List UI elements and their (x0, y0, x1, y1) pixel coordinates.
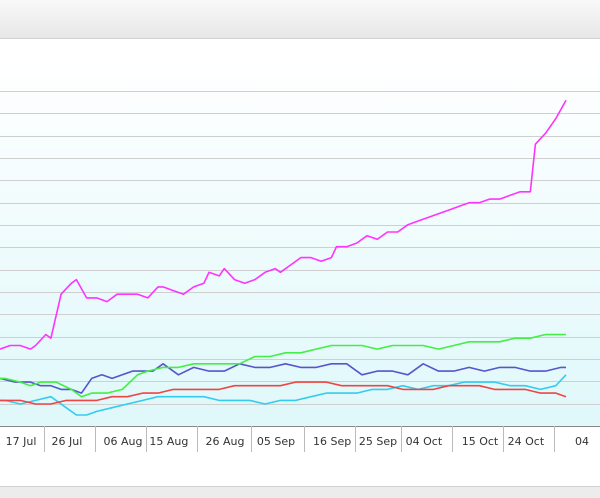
x-tick-label-10: 24 Oct (508, 435, 545, 448)
gridlines (0, 91, 600, 427)
x-tick-label-5: 05 Sep (257, 435, 295, 448)
x-tick-label-9: 15 Oct (462, 435, 499, 448)
series-line-cyan (0, 374, 567, 416)
x-tick-label-3: 15 Aug (149, 435, 188, 448)
series-group (0, 99, 567, 416)
x-tick-label-2: 06 Aug (104, 435, 143, 448)
series-line-magenta (0, 99, 567, 350)
x-tick-label-1: 26 Jul (52, 435, 83, 448)
series-line-green (0, 333, 566, 398)
x-tick-label-8: 04 Oct (406, 435, 443, 448)
x-tick-label-7: 25 Sep (359, 435, 397, 448)
x-tick-label-4: 26 Aug (206, 435, 245, 448)
bottom-scrollbar[interactable] (0, 486, 600, 498)
x-tick-label-6: 16 Sep (313, 435, 351, 448)
x-tick-label-11: 04 (575, 435, 589, 448)
series-line-red (0, 381, 567, 405)
x-axis-ticks: 17 Jul 26 Jul 06 Aug 15 Aug 26 Aug 05 Sep 16 S… (6, 426, 589, 452)
plot-area (0, 60, 600, 426)
x-tick-label-0: 17 Jul (6, 435, 37, 448)
top-toolbar (0, 0, 600, 39)
